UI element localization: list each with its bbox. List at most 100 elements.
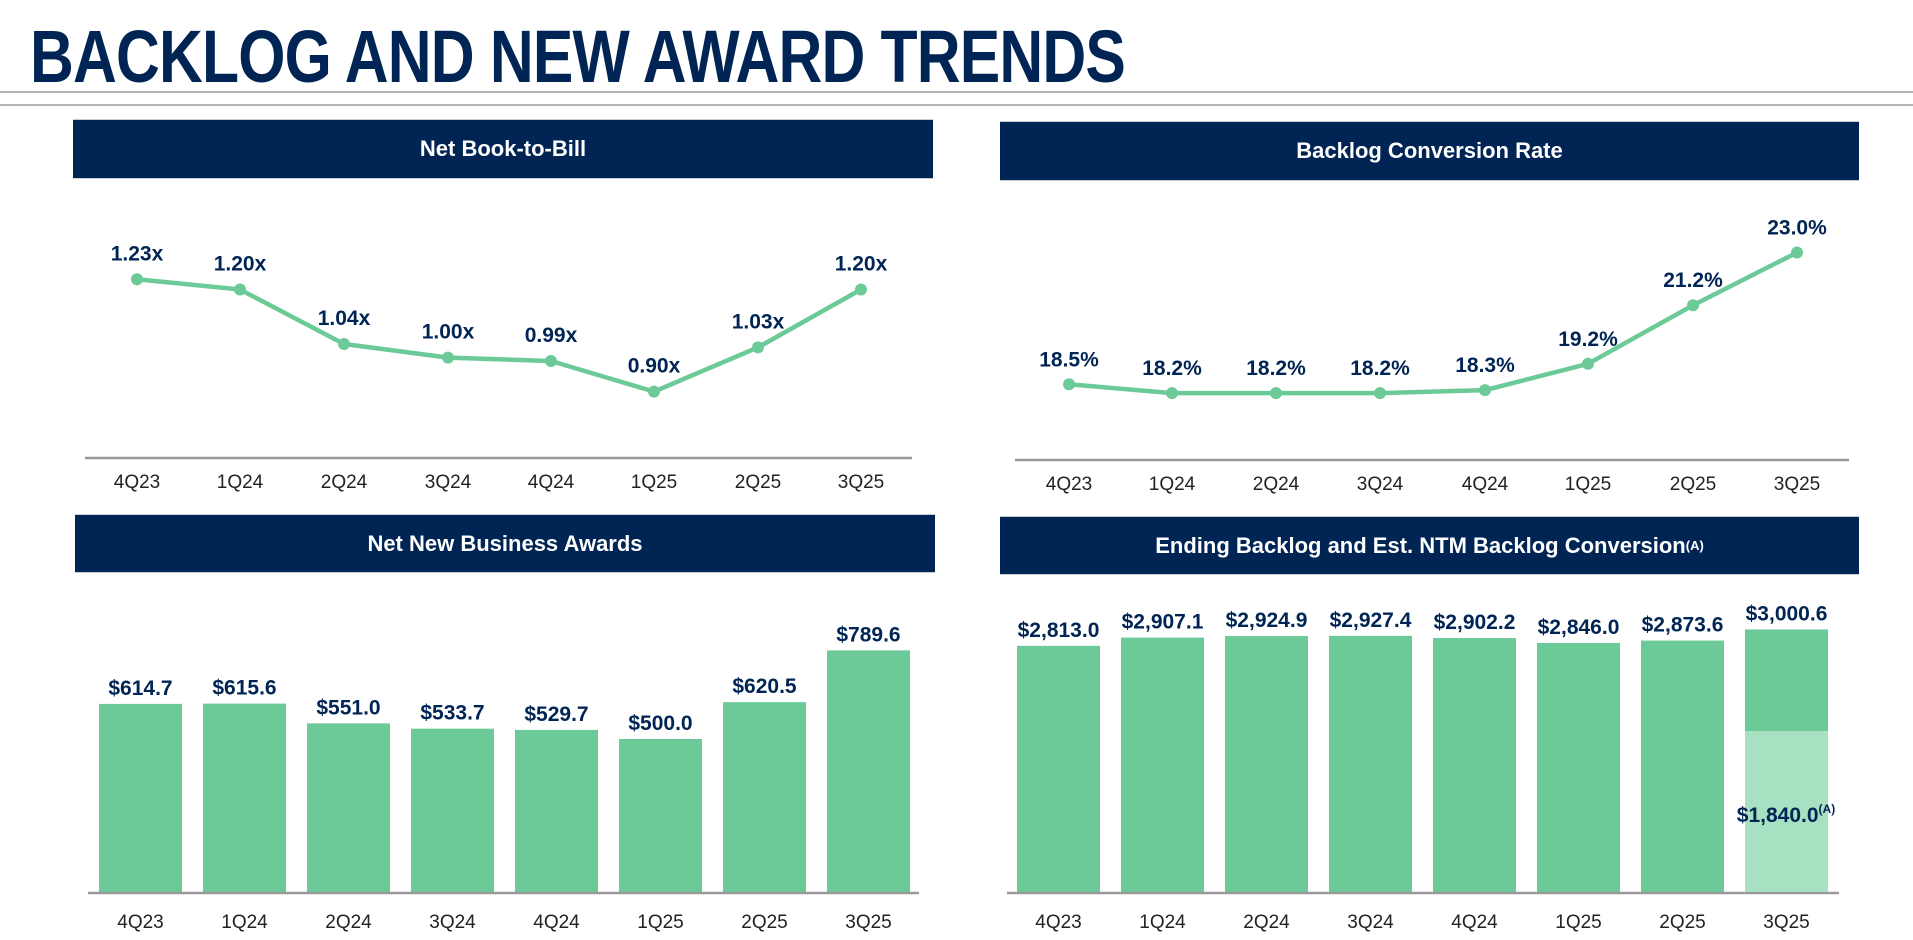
x-tick-label: 2Q25 bbox=[735, 472, 781, 493]
chart-title: Ending Backlog and Est. NTM Backlog Conv… bbox=[1155, 532, 1686, 558]
data-point bbox=[234, 283, 246, 296]
x-tick-label: 4Q24 bbox=[528, 472, 575, 493]
footnote-marker: (A) bbox=[1819, 802, 1836, 816]
chart-header-ending-backlog: Ending Backlog and Est. NTM Backlog Conv… bbox=[1000, 517, 1859, 574]
data-label: 18.5% bbox=[1039, 348, 1099, 371]
data-label: 21.2% bbox=[1663, 269, 1723, 292]
bar bbox=[1433, 638, 1516, 892]
x-tick-label: 3Q24 bbox=[1347, 912, 1394, 933]
ntm-conversion-label: $1,840.0(A) bbox=[1737, 802, 1835, 827]
x-tick-label: 1Q25 bbox=[637, 912, 683, 933]
data-point bbox=[1063, 378, 1075, 391]
data-label: $615.6 bbox=[212, 677, 276, 700]
x-tick-label: 2Q25 bbox=[1670, 474, 1716, 495]
bar bbox=[1225, 636, 1308, 892]
chart-header-new-awards: Net New Business Awards bbox=[75, 515, 935, 572]
chart-title: Net New Business Awards bbox=[367, 530, 643, 556]
bar bbox=[827, 650, 910, 892]
data-label: $2,902.2 bbox=[1434, 611, 1516, 634]
data-label: $500.0 bbox=[628, 712, 692, 735]
data-label: $3,000.6 bbox=[1746, 602, 1828, 625]
data-label: $789.6 bbox=[836, 623, 900, 646]
x-tick-label: 1Q25 bbox=[631, 472, 677, 493]
x-tick-label: 4Q24 bbox=[1451, 912, 1498, 933]
data-point bbox=[1479, 384, 1491, 397]
x-tick-label: 2Q24 bbox=[1243, 912, 1290, 933]
data-label: $551.0 bbox=[316, 696, 380, 719]
chart-header-book-to-bill: Net Book-to-Bill bbox=[73, 120, 933, 178]
bar bbox=[203, 703, 286, 892]
ntm-value: $1,840.0 bbox=[1737, 804, 1819, 827]
x-tick-label: 2Q24 bbox=[325, 912, 372, 933]
data-label: 1.20x bbox=[214, 253, 267, 276]
data-point bbox=[1374, 387, 1386, 400]
bar bbox=[1641, 640, 1724, 892]
data-label: $620.5 bbox=[732, 675, 797, 698]
x-tick-label: 2Q25 bbox=[741, 912, 787, 933]
data-label: 1.00x bbox=[422, 321, 475, 344]
page-title: BACKLOG AND NEW AWARD TRENDS bbox=[30, 15, 1126, 98]
data-point bbox=[545, 354, 557, 367]
data-label: 0.90x bbox=[628, 355, 681, 378]
data-point bbox=[1166, 387, 1178, 400]
x-tick-label: 4Q23 bbox=[117, 912, 163, 933]
x-tick-label: 1Q24 bbox=[217, 472, 264, 493]
x-tick-label: 2Q24 bbox=[1253, 474, 1300, 495]
data-label: $2,873.6 bbox=[1642, 614, 1724, 637]
data-label: $2,924.9 bbox=[1226, 609, 1308, 632]
bar bbox=[1121, 637, 1204, 892]
x-tick-label: 3Q24 bbox=[429, 912, 476, 933]
data-label: 18.2% bbox=[1142, 357, 1202, 380]
data-point bbox=[131, 273, 143, 286]
x-tick-label: 3Q25 bbox=[1774, 474, 1820, 495]
x-tick-label: 2Q24 bbox=[321, 472, 368, 493]
bar bbox=[1537, 642, 1620, 892]
data-label: $614.7 bbox=[108, 677, 172, 700]
series-line bbox=[1068, 250, 1799, 396]
chart-title: Net Book-to-Bill bbox=[419, 136, 587, 161]
bar bbox=[307, 723, 390, 892]
divider bbox=[0, 91, 1913, 93]
data-point bbox=[338, 337, 350, 350]
footnote-marker: (A) bbox=[1685, 538, 1704, 553]
x-tick-label: 3Q24 bbox=[425, 472, 472, 493]
x-tick-label: 4Q24 bbox=[1462, 474, 1509, 495]
data-point bbox=[648, 385, 660, 398]
data-label: $533.7 bbox=[420, 702, 484, 725]
x-tick-label: 3Q24 bbox=[1357, 474, 1404, 495]
bar bbox=[723, 702, 806, 892]
x-tick-label: 4Q24 bbox=[533, 912, 580, 933]
data-label: $2,813.0 bbox=[1018, 619, 1100, 642]
data-label: 1.23x bbox=[111, 242, 164, 265]
bar bbox=[515, 729, 598, 892]
bar bbox=[1017, 645, 1100, 892]
data-label: 0.99x bbox=[525, 324, 578, 347]
ntm-conversion-bar bbox=[1745, 731, 1828, 892]
x-tick-label: 4Q23 bbox=[1035, 912, 1081, 933]
data-label: 1.03x bbox=[732, 310, 785, 333]
x-tick-label: 2Q25 bbox=[1659, 912, 1705, 933]
data-label: 18.2% bbox=[1350, 357, 1410, 380]
data-label: 19.2% bbox=[1558, 328, 1618, 351]
x-tick-label: 1Q25 bbox=[1565, 474, 1611, 495]
data-label: 23.0% bbox=[1767, 217, 1827, 240]
x-tick-label: 1Q24 bbox=[1149, 474, 1196, 495]
bar bbox=[411, 728, 494, 892]
data-label: $2,846.0 bbox=[1538, 616, 1620, 639]
x-tick-label: 4Q23 bbox=[114, 472, 160, 493]
x-tick-label: 3Q25 bbox=[845, 912, 891, 933]
data-label: $529.7 bbox=[524, 703, 588, 726]
bar bbox=[1329, 635, 1412, 892]
x-tick-label: 3Q25 bbox=[1763, 912, 1809, 933]
data-label: 1.20x bbox=[835, 253, 888, 276]
divider bbox=[0, 104, 1913, 106]
chart-title: Backlog Conversion Rate bbox=[1296, 138, 1563, 163]
data-point bbox=[1582, 357, 1594, 370]
x-tick-label: 1Q24 bbox=[221, 912, 268, 933]
data-point bbox=[752, 341, 764, 354]
data-label: $2,907.1 bbox=[1122, 611, 1204, 634]
x-tick-label: 3Q25 bbox=[838, 472, 884, 493]
data-point bbox=[1687, 299, 1699, 312]
series-line bbox=[136, 277, 863, 394]
